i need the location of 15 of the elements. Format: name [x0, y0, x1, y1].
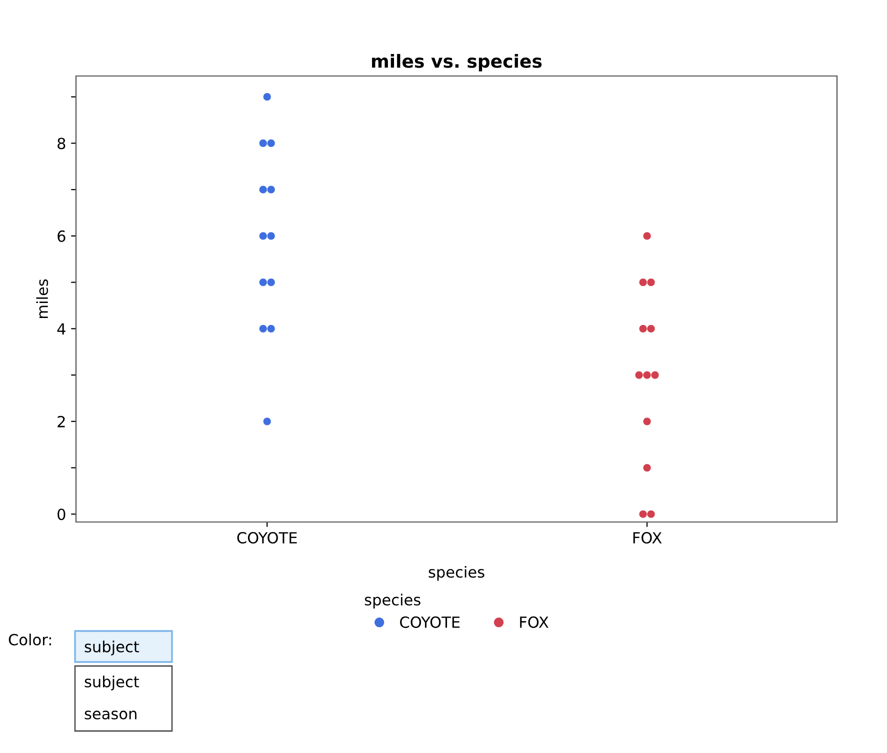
legend-label: FOX: [520, 616, 548, 628]
text: subject: [84, 676, 140, 690]
y-tick-label: 2: [58, 416, 65, 428]
y-tick-label: 8: [58, 138, 66, 150]
y-axis-title: miles: [36, 279, 48, 318]
y-tick-label: 6: [58, 230, 66, 242]
y-tick-label: 0: [58, 508, 66, 520]
legend-title: species: [364, 594, 420, 609]
x-axis-title: species: [428, 566, 484, 581]
y-tick-label: 4: [57, 323, 66, 334]
text: subject: [84, 640, 140, 656]
chart-title: miles vs. species: [372, 54, 542, 72]
legend-label: COYOTE: [400, 616, 460, 628]
text: Color:: [8, 634, 51, 646]
text: season: [84, 710, 136, 720]
